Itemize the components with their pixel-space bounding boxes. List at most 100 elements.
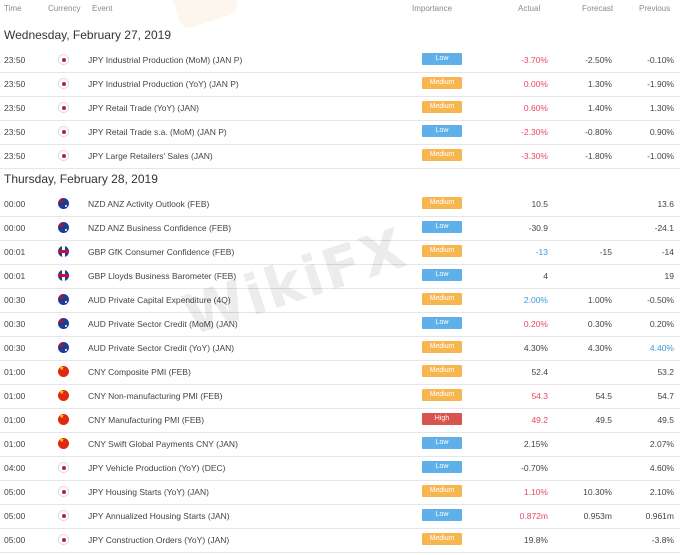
- importance-badge: Medium: [422, 533, 462, 545]
- previous-value: 13.6: [657, 199, 674, 209]
- forecast-value: 1.00%: [587, 295, 612, 305]
- calendar-row[interactable]: 23:50 JPY Large Retailers' Sales (JAN) Med…: [0, 144, 680, 169]
- event-time: 04:00: [4, 463, 26, 473]
- calendar-row[interactable]: 01:00 CNY Non-manufacturing PMI (FEB) Medi…: [0, 384, 680, 409]
- event-name[interactable]: AUD Private Sector Credit (MoM) (JAN): [88, 319, 238, 329]
- event-name[interactable]: JPY Construction Orders (YoY) (JAN): [88, 535, 230, 545]
- calendar-row[interactable]: 01:00 CNY Swift Global Payments CNY (JAN)…: [0, 432, 680, 457]
- actual-value: -13: [535, 247, 548, 257]
- actual-value: 2.00%: [523, 295, 548, 305]
- previous-value: 4.60%: [649, 463, 674, 473]
- event-name[interactable]: JPY Retail Trade s.a. (MoM) (JAN P): [88, 127, 227, 137]
- event-time: 00:30: [4, 319, 26, 329]
- actual-value: 0.00%: [523, 79, 548, 89]
- event-name[interactable]: AUD Private Capital Expenditure (4Q): [88, 295, 231, 305]
- event-time: 01:00: [4, 415, 26, 425]
- calendar-row[interactable]: 00:00 NZD ANZ Business Confidence (FEB) Lo…: [0, 216, 680, 241]
- importance-badge: Low: [422, 317, 462, 329]
- forecast-value: 0.953m: [583, 511, 612, 521]
- event-name[interactable]: GBP GfK Consumer Confidence (FEB): [88, 247, 235, 257]
- importance-badge: Medium: [422, 389, 462, 401]
- event-name[interactable]: NZD ANZ Business Confidence (FEB): [88, 223, 232, 233]
- forecast-value: 0.30%: [587, 319, 612, 329]
- event-time: 05:00: [4, 535, 26, 545]
- previous-value: 2.10%: [649, 487, 674, 497]
- calendar-row[interactable]: 00:30 AUD Private Sector Credit (MoM) (JA…: [0, 312, 680, 337]
- importance-badge: Medium: [422, 341, 462, 353]
- previous-value: 54.7: [657, 391, 674, 401]
- event-time: 00:00: [4, 199, 26, 209]
- importance-badge: Low: [422, 53, 462, 65]
- calendar-row[interactable]: 05:00 JPY Annualized Housing Starts (JAN)…: [0, 504, 680, 529]
- importance-badge: Medium: [422, 245, 462, 257]
- gb-flag-icon: [58, 270, 69, 281]
- event-name[interactable]: JPY Vehicle Production (YoY) (DEC): [88, 463, 226, 473]
- importance-badge: Medium: [422, 197, 462, 209]
- importance-badge: Low: [422, 269, 462, 281]
- event-name[interactable]: JPY Industrial Production (YoY) (JAN P): [88, 79, 239, 89]
- event-time: 01:00: [4, 439, 26, 449]
- jp-flag-icon: [58, 102, 69, 113]
- event-time: 23:50: [4, 103, 26, 113]
- calendar-row[interactable]: 23:50 JPY Retail Trade s.a. (MoM) (JAN P)…: [0, 120, 680, 145]
- event-name[interactable]: JPY Housing Starts (YoY) (JAN): [88, 487, 209, 497]
- event-name[interactable]: NZD ANZ Activity Outlook (FEB): [88, 199, 210, 209]
- actual-value: 49.2: [531, 415, 548, 425]
- event-name[interactable]: GBP Lloyds Business Barometer (FEB): [88, 271, 237, 281]
- event-name[interactable]: AUD Private Sector Credit (YoY) (JAN): [88, 343, 235, 353]
- nz-flag-icon: [58, 222, 69, 233]
- calendar-row[interactable]: 00:01 GBP Lloyds Business Barometer (FEB)…: [0, 264, 680, 289]
- event-name[interactable]: JPY Industrial Production (MoM) (JAN P): [88, 55, 243, 65]
- previous-value: -0.10%: [647, 55, 674, 65]
- cn-flag-icon: [58, 390, 69, 401]
- calendar-row[interactable]: 05:00 JPY Housing Starts (YoY) (JAN) Mediu…: [0, 480, 680, 505]
- event-name[interactable]: CNY Composite PMI (FEB): [88, 367, 191, 377]
- importance-badge: Low: [422, 437, 462, 449]
- event-time: 23:50: [4, 55, 26, 65]
- previous-value: -1.00%: [647, 151, 674, 161]
- actual-value: -3.70%: [521, 55, 548, 65]
- calendar-row[interactable]: 01:00 CNY Manufacturing PMI (FEB) High 49.2…: [0, 408, 680, 433]
- jp-flag-icon: [58, 54, 69, 65]
- previous-value: 0.20%: [649, 319, 674, 329]
- event-time: 00:00: [4, 223, 26, 233]
- calendar-row[interactable]: 00:30 AUD Private Sector Credit (YoY) (JA…: [0, 336, 680, 361]
- actual-value: 1.10%: [523, 487, 548, 497]
- cn-flag-icon: [58, 438, 69, 449]
- calendar-row[interactable]: 00:30 AUD Private Capital Expenditure (4Q…: [0, 288, 680, 313]
- previous-value: 4.40%: [649, 343, 674, 353]
- event-name[interactable]: JPY Annualized Housing Starts (JAN): [88, 511, 230, 521]
- event-time: 23:50: [4, 79, 26, 89]
- previous-value: 19: [664, 271, 674, 281]
- forecast-value: -1.80%: [585, 151, 612, 161]
- event-time: 01:00: [4, 367, 26, 377]
- calendar-row[interactable]: 01:00 CNY Composite PMI (FEB) Medium 52.4 53…: [0, 360, 680, 385]
- event-name[interactable]: CNY Swift Global Payments CNY (JAN): [88, 439, 238, 449]
- event-name[interactable]: CNY Manufacturing PMI (FEB): [88, 415, 205, 425]
- calendar-row[interactable]: 04:00 JPY Vehicle Production (YoY) (DEC) L…: [0, 456, 680, 481]
- importance-badge: Medium: [422, 101, 462, 113]
- event-name[interactable]: JPY Retail Trade (YoY) (JAN): [88, 103, 200, 113]
- event-name[interactable]: CNY Non-manufacturing PMI (FEB): [88, 391, 223, 401]
- event-name[interactable]: JPY Large Retailers' Sales (JAN): [88, 151, 213, 161]
- cn-flag-icon: [58, 366, 69, 377]
- actual-value: 54.3: [531, 391, 548, 401]
- previous-value: -1.90%: [647, 79, 674, 89]
- calendar-row[interactable]: 23:50 JPY Industrial Production (YoY) (JA…: [0, 72, 680, 97]
- day-header: Thursday, February 28, 2019: [4, 172, 158, 186]
- nz-flag-icon: [58, 198, 69, 209]
- calendar-row[interactable]: 00:00 NZD ANZ Activity Outlook (FEB) Mediu…: [0, 192, 680, 217]
- jp-flag-icon: [58, 78, 69, 89]
- calendar-row[interactable]: 23:50 JPY Industrial Production (MoM) (JA…: [0, 48, 680, 73]
- header-previous: Previous: [639, 4, 671, 13]
- event-time: 00:30: [4, 343, 26, 353]
- calendar-row[interactable]: 05:00 JPY Construction Orders (YoY) (JAN)…: [0, 528, 680, 553]
- header-time: Time: [4, 4, 22, 13]
- event-time: 00:01: [4, 247, 26, 257]
- calendar-row[interactable]: 00:01 GBP GfK Consumer Confidence (FEB) Me…: [0, 240, 680, 265]
- actual-value: 52.4: [531, 367, 548, 377]
- previous-value: 49.5: [657, 415, 674, 425]
- actual-value: -0.70%: [521, 463, 548, 473]
- actual-value: 19.8%: [523, 535, 548, 545]
- calendar-row[interactable]: 23:50 JPY Retail Trade (YoY) (JAN) Medium 0…: [0, 96, 680, 121]
